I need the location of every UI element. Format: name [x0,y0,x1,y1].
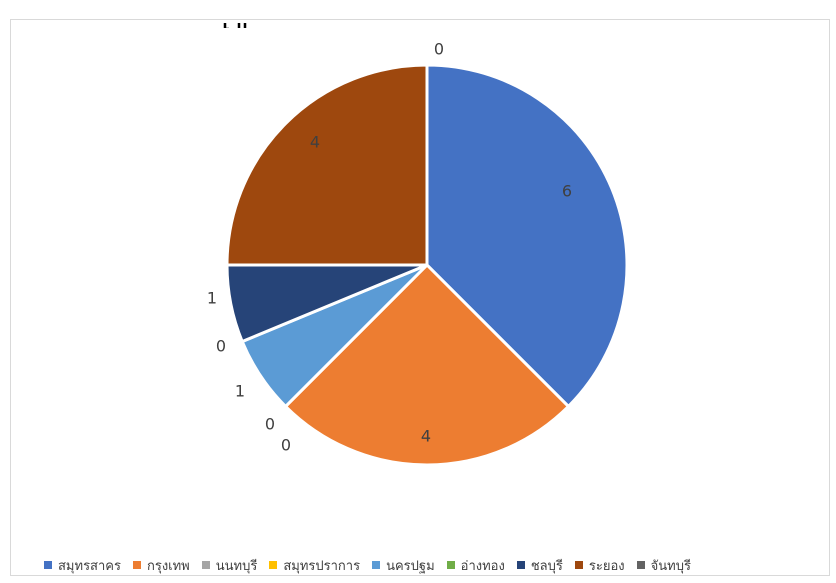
pie-slice-1 [283,262,571,467]
legend-label-5: อ่างทอง [460,558,505,574]
legend-label-8: จันทบุรี [650,558,691,574]
legend-swatch-4 [372,561,381,569]
legend-swatch-0 [44,561,52,569]
legend-item-6: ชลบุรี [516,555,563,576]
legend-swatch-8 [636,561,645,569]
data-label-8: 0 [434,40,444,59]
data-label-0: 6 [562,182,572,201]
legend: สมุทรสาคร กรุงเทพ นนทบุรี สมุทรปราการ นครปฐม… [44,555,703,575]
legend-swatch-1 [132,561,141,569]
legend-label-2: นนทบุรี [215,558,258,574]
legend-item-7: ระยอง [574,555,625,576]
legend-item-2: นนทบุรี [201,555,258,576]
data-label-7: 4 [310,133,320,152]
chart-title-fragment [223,18,263,28]
legend-label-4: นครปฐม [386,558,435,574]
legend-label-3: สมุทรปราการ [283,558,361,574]
legend-swatch-2 [201,561,210,569]
legend-swatch-5 [446,561,455,569]
legend-swatch-7 [574,561,583,569]
data-label-5: 0 [216,337,226,356]
pie-slice-0 [425,63,629,409]
legend-swatch-3 [269,561,278,569]
legend-label-6: ชลบุรี [530,558,563,574]
legend-label-0: สมุทรสาคร [58,558,121,574]
legend-item-1: กรุงเทพ [132,555,190,576]
data-label-3: 0 [265,415,275,434]
data-label-1: 4 [421,427,431,446]
legend-swatch-6 [516,561,525,569]
legend-label-7: ระยอง [588,558,625,574]
legend-item-3: สมุทรปราการ [269,555,360,576]
legend-item-8: จันทบุรี [636,555,691,576]
data-label-4: 1 [235,382,245,401]
legend-item-0: สมุทรสาคร [44,555,121,576]
legend-item-4: นครปฐม [372,555,435,576]
legend-label-1: กรุงเทพ [146,558,190,574]
title-fragment-glyphs [223,23,247,28]
pie-slice-7 [225,63,429,267]
data-label-2: 0 [281,436,291,455]
data-label-6: 1 [207,289,217,308]
legend-item-5: อ่างทอง [446,555,505,576]
